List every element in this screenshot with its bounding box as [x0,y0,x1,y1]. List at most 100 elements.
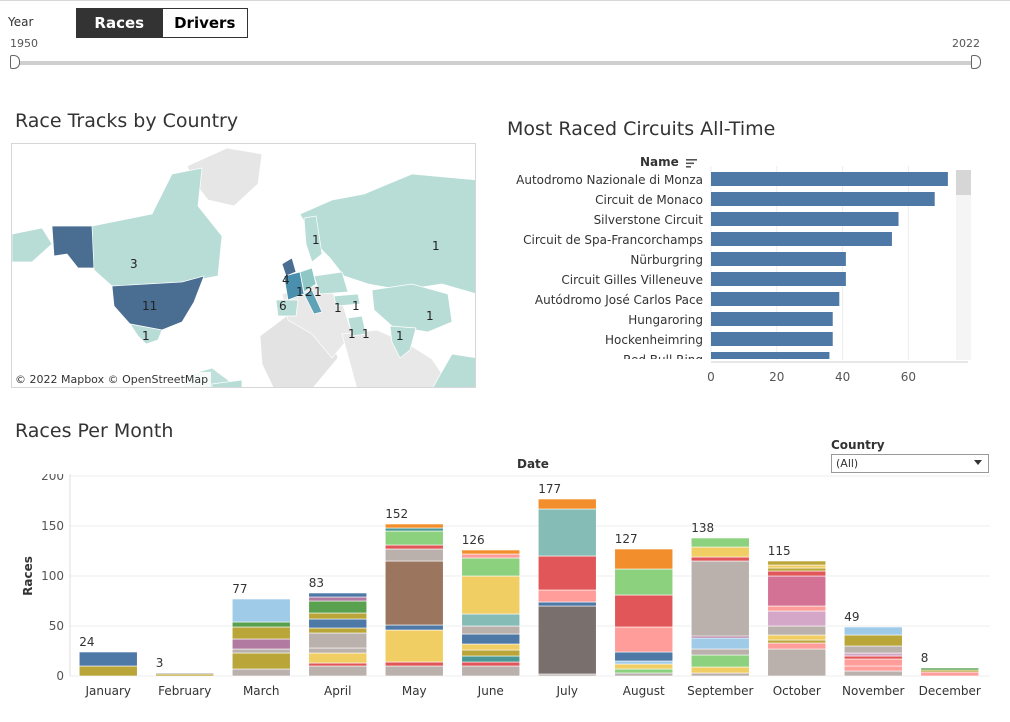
month-bar-segment[interactable] [537,605,597,675]
month-bar-segment[interactable] [843,645,903,654]
month-bar-segment[interactable] [384,629,444,663]
month-bar-segment[interactable] [308,662,368,667]
month-bar-segment[interactable] [843,626,903,636]
month-bar-segment[interactable] [308,632,368,649]
month-bar-segment[interactable] [767,575,827,607]
month-bar-segment[interactable] [614,651,674,662]
month-bar-segment[interactable] [690,654,750,668]
month-bar-segment[interactable] [690,537,750,548]
month-bar-segment[interactable] [767,634,827,641]
month-bar-segment[interactable] [308,592,368,598]
sort-desc-icon[interactable] [685,158,698,168]
circuit-bar[interactable] [711,352,830,366]
circuit-bar[interactable] [711,252,846,266]
month-bar-segment[interactable] [384,544,444,550]
month-bar-segment[interactable] [308,618,368,629]
month-bar-segment[interactable] [767,567,827,572]
race-tracks-map[interactable]: 3 11 1 1 1 4 6 1 2 1 1 1 1 1 1 1 [11,143,476,388]
circuit-bar[interactable] [711,292,840,306]
month-bar-segment[interactable] [384,527,444,532]
month-bar-segment[interactable] [537,498,597,510]
circuit-bar[interactable] [711,172,948,186]
month-bar-segment[interactable] [614,672,674,677]
month-bar-segment[interactable] [614,568,674,596]
circuits-scrollbar-thumb[interactable] [956,170,971,195]
country-filter-dropdown[interactable]: (All) [831,454,989,473]
month-bar-segment[interactable] [461,649,521,657]
month-bar-segment[interactable] [308,596,368,602]
month-bar-segment[interactable] [461,575,521,615]
month-bar-segment[interactable] [384,523,444,529]
month-bar-segment[interactable] [231,626,291,640]
month-bar-segment[interactable] [690,666,750,674]
month-bar-segment[interactable] [308,652,368,664]
month-bar-segment[interactable] [308,647,368,654]
month-bar-segment[interactable] [231,648,291,654]
month-bar-segment[interactable] [690,672,750,677]
month-bar-segment[interactable] [767,610,827,627]
circuit-bar[interactable] [711,232,892,246]
month-bar-segment[interactable] [843,652,903,657]
month-bar-segment[interactable] [614,663,674,670]
year-slider-track[interactable] [14,61,978,65]
month-bar-segment[interactable] [231,668,291,677]
month-bar-segment[interactable] [155,672,215,675]
circuit-bar[interactable] [711,192,935,206]
month-bar-segment[interactable] [461,557,521,577]
month-bar-segment[interactable] [767,564,827,569]
month-bar-segment[interactable] [767,605,827,612]
month-bar-segment[interactable] [461,665,521,677]
month-bar-segment[interactable] [690,556,750,562]
month-bar-segment[interactable] [231,598,291,623]
month-bar-segment[interactable] [920,671,980,677]
circuit-bar[interactable] [711,212,899,226]
month-bar-segment[interactable] [767,570,827,577]
month-bar-segment[interactable] [231,652,291,670]
month-bar-segment[interactable] [384,560,444,626]
month-bar-segment[interactable] [78,665,138,677]
month-bar-segment[interactable] [461,613,521,627]
month-bar-segment[interactable] [308,612,368,620]
month-bar-segment[interactable] [308,665,368,677]
month-bar-segment[interactable] [843,634,903,647]
drivers-tab-button[interactable]: Drivers [161,9,247,37]
races-tab-button[interactable]: Races [77,9,162,37]
month-bar-segment[interactable] [537,589,597,603]
month-bar-segment[interactable] [843,655,903,660]
month-bar-segment[interactable] [461,553,521,559]
month-bar-segment[interactable] [537,508,597,557]
month-bar-segment[interactable] [843,665,903,672]
month-bar-segment[interactable] [843,658,903,667]
month-bar-segment[interactable] [461,549,521,555]
month-bar-segment[interactable] [920,667,980,671]
month-bar-segment[interactable] [767,648,827,677]
month-bar-segment[interactable] [767,642,827,650]
month-bar-segment[interactable] [614,626,674,653]
month-bar-segment[interactable] [308,627,368,634]
circuit-bar[interactable] [711,272,846,286]
month-bar-segment[interactable] [843,670,903,677]
month-bar-segment[interactable] [78,651,138,667]
circuits-scrollbar[interactable] [956,170,971,360]
month-bar-segment[interactable] [690,637,750,650]
month-bar-segment[interactable] [461,661,521,667]
month-bar-segment[interactable] [767,625,827,636]
year-slider-min-handle[interactable] [10,55,20,69]
month-bar-segment[interactable] [461,643,521,651]
month-bar-segment[interactable] [461,625,521,635]
month-bar-segment[interactable] [537,601,597,607]
month-bar-segment[interactable] [308,600,368,614]
name-column-header[interactable]: Name [640,155,698,169]
month-bar-segment[interactable] [384,530,444,546]
month-bar-segment[interactable] [461,633,521,645]
month-bar-segment[interactable] [384,548,444,562]
circuit-bar[interactable] [711,332,833,346]
month-bar-segment[interactable] [690,546,750,558]
circuit-bar[interactable] [711,312,833,326]
month-bar-segment[interactable] [384,661,444,667]
month-bar-segment[interactable] [537,555,597,591]
month-bar-segment[interactable] [614,660,674,665]
month-bar-segment[interactable] [767,560,827,566]
month-bar-segment[interactable] [384,665,444,677]
month-bar-segment[interactable] [384,624,444,631]
